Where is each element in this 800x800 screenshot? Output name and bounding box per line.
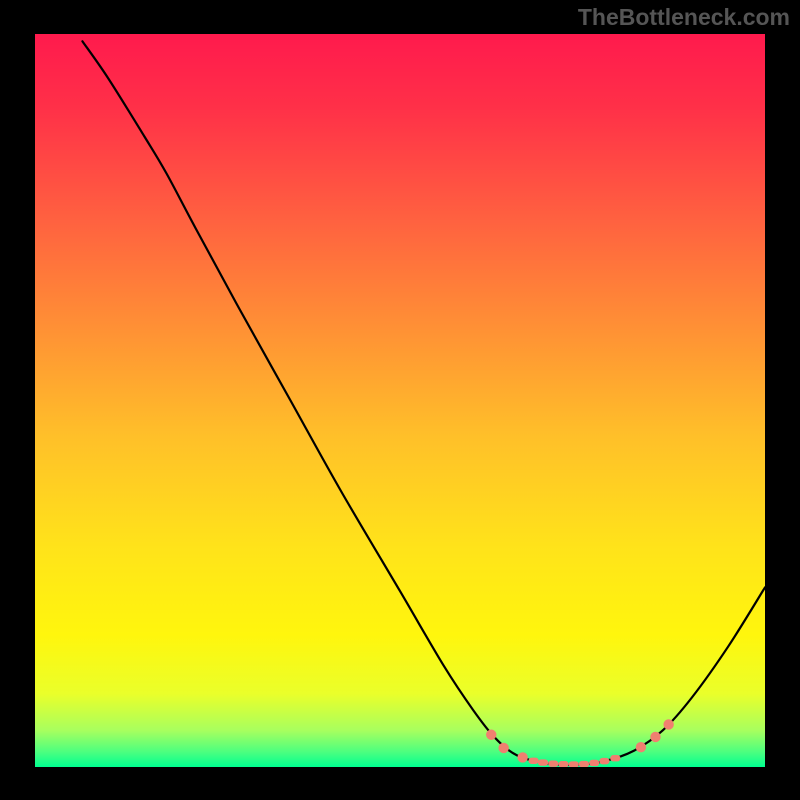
plot-area (35, 34, 765, 767)
marker-dash (579, 761, 589, 767)
marker-dash (538, 759, 548, 765)
marker-dash (599, 758, 609, 764)
marker-dot (650, 732, 660, 742)
marker-dash (558, 761, 568, 767)
marker-dot (636, 742, 646, 752)
curve-layer (35, 34, 765, 767)
marker-dot (498, 743, 508, 753)
main-curve (82, 41, 765, 765)
marker-dash (569, 761, 579, 767)
marker-dash (589, 760, 599, 766)
marker-dot (486, 730, 496, 740)
marker-dash (548, 761, 558, 767)
marker-dash (528, 758, 538, 764)
marker-dash (610, 755, 620, 761)
marker-dot (663, 719, 673, 729)
marker-dot (517, 752, 527, 762)
watermark-text: TheBottleneck.com (578, 4, 790, 31)
chart-container: TheBottleneck.com (0, 0, 800, 800)
